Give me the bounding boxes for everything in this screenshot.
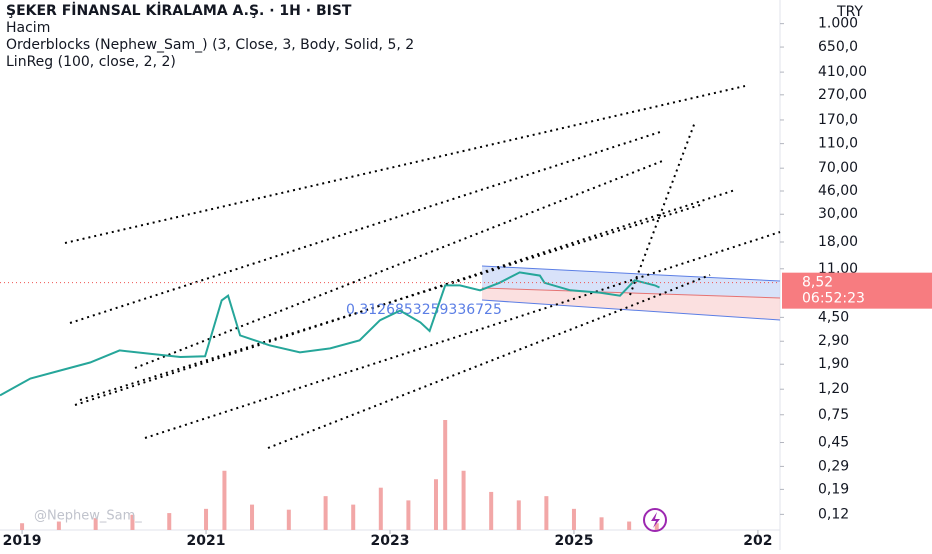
volume-bar xyxy=(167,513,172,530)
chart-title: ŞEKER FİNANSAL KİRALAMA A.Ş. · 1H · BIST xyxy=(6,2,352,19)
trend-lines xyxy=(64,85,781,449)
volume-bar xyxy=(433,479,438,530)
y-tick-label: 18,00 xyxy=(818,234,858,250)
logo-icon xyxy=(651,512,660,528)
y-tick-label: 1.000 xyxy=(818,16,858,32)
x-tick-label: 2023 xyxy=(371,533,410,549)
volume-bar xyxy=(130,514,135,530)
volume-bar xyxy=(599,517,604,530)
volume-bar xyxy=(443,420,448,530)
x-tick-label: 2019 xyxy=(3,533,42,549)
volume-bar xyxy=(544,496,549,530)
annotation: 0.3126853259336725 xyxy=(346,302,502,318)
currency: TRY xyxy=(836,4,863,20)
volume-bar xyxy=(20,523,25,530)
x-tick-label: 2021 xyxy=(187,533,226,549)
watermark: @Nephew_Sam_ xyxy=(34,509,142,524)
volume-bar xyxy=(378,487,383,530)
y-tick-label: 0,19 xyxy=(818,481,849,497)
y-tick-label: 650,0 xyxy=(818,39,858,55)
y-tick-label: 1,20 xyxy=(818,381,849,397)
y-tick-label: 0,75 xyxy=(818,407,849,423)
volume-bar xyxy=(571,508,576,530)
volume-bar xyxy=(461,470,466,530)
volume-layer xyxy=(20,420,659,530)
trend-line xyxy=(64,85,746,244)
volume-bar xyxy=(516,500,521,530)
trend-line xyxy=(629,121,696,296)
volume-bar xyxy=(351,504,356,530)
indicator-label: LinReg (100, close, 2, 2) xyxy=(6,54,176,70)
volume-bar xyxy=(204,508,209,530)
indicator-label: Hacim xyxy=(6,20,50,36)
y-tick-label: 270,00 xyxy=(818,87,867,103)
volume-bar xyxy=(222,470,227,530)
price-line xyxy=(0,271,660,397)
x-tick-label: 2025 xyxy=(554,533,593,549)
volume-bar xyxy=(323,496,328,530)
trend-line xyxy=(74,189,736,406)
regression-line xyxy=(481,265,781,282)
last-price-box xyxy=(782,272,932,309)
volume-bar xyxy=(56,521,61,530)
regression-line xyxy=(481,299,781,321)
volume-bar xyxy=(654,523,659,530)
volume-bar xyxy=(93,518,98,530)
y-tick-label: 2,90 xyxy=(818,333,849,349)
y-tick-label: 170,0 xyxy=(818,112,858,128)
y-tick-label: 30,00 xyxy=(818,206,858,222)
volume-bar xyxy=(406,500,411,530)
y-tick-label: 70,00 xyxy=(818,160,858,176)
y-tick-label: 110,0 xyxy=(818,136,858,152)
volume-bar xyxy=(627,521,632,530)
indicator-label: Orderblocks (Nephew_Sam_) (3, Close, 3, … xyxy=(6,37,414,53)
y-tick-label: 4,50 xyxy=(818,309,849,325)
y-tick-label: 0,12 xyxy=(818,506,849,522)
countdown: 06:52:23 xyxy=(802,291,865,307)
trend-line xyxy=(79,204,701,401)
volume-bar xyxy=(489,491,494,530)
y-tick-label: 1,90 xyxy=(818,356,849,372)
x-tick-label: 202 xyxy=(743,533,772,549)
y-tick-label: 410,00 xyxy=(818,64,867,80)
y-tick-label: 0,29 xyxy=(818,458,849,474)
logo-icon[interactable] xyxy=(643,508,667,532)
volume-bar xyxy=(286,509,291,530)
trend-line xyxy=(69,131,661,324)
y-tick-label: 46,00 xyxy=(818,183,858,199)
y-tick-label: 0,45 xyxy=(818,435,849,451)
volume-bar xyxy=(250,504,255,530)
trend-line xyxy=(267,274,711,449)
last-price-label: 8,52 xyxy=(802,275,833,291)
trend-line xyxy=(134,159,666,369)
regression-line xyxy=(481,287,781,299)
